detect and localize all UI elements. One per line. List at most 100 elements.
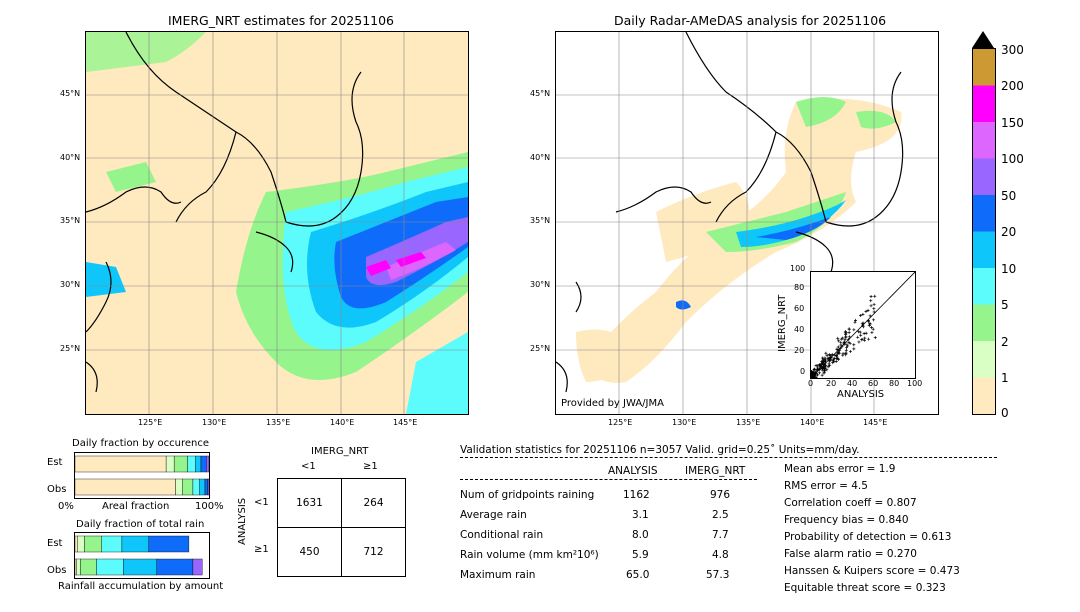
scatter-xtick-100: 100 <box>907 379 923 388</box>
scatter-point <box>847 331 851 335</box>
total-rain-est-label: Est <box>47 538 63 549</box>
stat-analysis-conditional: 8.0 <box>632 529 649 541</box>
total-rain-obs-label: Obs <box>47 565 67 576</box>
scatter-point <box>854 318 858 322</box>
colorbar-segment-7 <box>973 122 995 159</box>
map-credit: Provided by JWA/JMA <box>561 398 664 409</box>
scatter-point <box>837 339 841 343</box>
scatter-point <box>872 307 876 311</box>
contingency-table: 1631 264 450 712 <box>277 478 406 577</box>
cbar-label-150: 150 <box>1001 116 1024 130</box>
scatter-point <box>864 331 868 335</box>
scatter-plot <box>809 271 916 380</box>
scatter-point <box>812 374 816 378</box>
colorbar-segment-5 <box>973 195 995 232</box>
scatter-point <box>860 322 864 326</box>
left-lon-125: 125°E <box>138 418 163 427</box>
scatter-point <box>852 347 856 351</box>
scatter-point <box>813 371 817 375</box>
scatter-point <box>845 331 849 335</box>
tot-svg-row1-seg6 <box>192 558 203 576</box>
occurrence-est-label: Est <box>47 457 63 468</box>
occurrence-obs-label: Obs <box>47 484 67 495</box>
scatter-point <box>809 370 813 374</box>
scatter-point <box>836 345 840 349</box>
scatter-xtick-0: 0 <box>808 379 814 388</box>
occ-svg-row0-seg4 <box>195 455 202 473</box>
total-rain-bars <box>74 535 203 576</box>
cbar-label-20: 20 <box>1001 225 1017 239</box>
left-lat-40: 40°N <box>60 153 81 162</box>
scatter-point <box>839 343 843 347</box>
scatter-point <box>838 346 842 350</box>
left-lat-45: 45°N <box>60 89 81 98</box>
colorbar-segment-0 <box>973 377 995 414</box>
tot-svg-row1-seg5 <box>156 558 194 576</box>
left-map-field <box>86 32 468 414</box>
right-lon-135: 135°E <box>736 418 761 427</box>
occ-svg-row1-seg3 <box>192 478 200 496</box>
tot-svg-row0-seg1 <box>77 535 85 553</box>
cbar-label-200: 200 <box>1001 79 1024 93</box>
cbar-label-1: 1 <box>1001 371 1009 385</box>
contingency-cell-hit-none: 1631 <box>277 478 342 528</box>
colorbar-segment-9 <box>973 49 995 86</box>
scatter-point <box>824 351 828 355</box>
right-map-title: Daily Radar-AMeDAS analysis for 20251106 <box>614 13 887 28</box>
scatter-point <box>847 335 851 339</box>
colorbar-segment-1 <box>973 341 995 378</box>
scatter-ylabel: IMERG_NRT <box>777 294 788 352</box>
scatter-point <box>826 356 830 360</box>
right-lat-45: 45°N <box>530 89 551 98</box>
scatter-point <box>860 337 864 341</box>
scatter-point <box>868 314 872 318</box>
occ-svg-row1-seg0 <box>74 478 176 496</box>
occ-svg-row0-seg0 <box>74 455 167 473</box>
scatter-point <box>815 373 819 377</box>
scatter-point <box>872 302 876 306</box>
validation-table-divider <box>460 479 757 480</box>
scatter-point <box>870 326 874 330</box>
right-lon-125: 125°E <box>608 418 633 427</box>
stat-label-average: Average rain <box>460 509 527 521</box>
occurrence-chart <box>74 452 210 499</box>
scatter-point <box>868 322 872 326</box>
scatter-point <box>869 295 873 299</box>
colorbar-extend-arrow <box>972 31 994 48</box>
total-rain-chart <box>74 532 210 579</box>
scatter-point <box>844 351 848 355</box>
scatter-ytick-100: 100 <box>790 264 806 273</box>
occurrence-axis-left: 0% <box>58 501 74 512</box>
scatter-point <box>871 318 875 322</box>
scatter-point <box>861 325 865 329</box>
tot-svg-row1-seg4 <box>123 558 157 576</box>
scatter-xlabel: ANALYSIS <box>837 389 885 400</box>
scatter-point <box>863 336 867 340</box>
scatter-xtick-40: 40 <box>847 379 858 388</box>
scatter-point <box>839 337 843 341</box>
scatter-point <box>858 330 862 334</box>
scatter-point <box>856 330 860 334</box>
right-lon-145: 145°E <box>863 418 888 427</box>
scatter-point <box>823 360 827 364</box>
occ-svg-row0-seg5 <box>200 455 207 473</box>
tot-svg-row1-seg0 <box>74 558 77 576</box>
occ-svg-row0-seg6 <box>206 455 210 473</box>
right-map-field <box>556 32 938 414</box>
scatter-point <box>828 364 832 368</box>
scatter-xtick-80: 80 <box>889 379 900 388</box>
colorbar-segment-3 <box>973 268 995 305</box>
scatter-point <box>862 332 866 336</box>
scatter-point <box>817 363 821 367</box>
scatter-ytick-60: 60 <box>794 304 805 313</box>
scatter-point <box>825 354 829 358</box>
colorbar-segment-2 <box>973 304 995 341</box>
colorbar-segments <box>973 49 995 414</box>
tot-svg-row1-seg3 <box>96 558 124 576</box>
cbar-label-10: 10 <box>1001 262 1017 276</box>
stat-imerg-conditional: 7.7 <box>712 529 729 541</box>
scatter-point <box>836 348 840 352</box>
contingency-col-lt1: <1 <box>301 461 316 472</box>
scatter-point <box>867 337 871 341</box>
contingency-cell-hit: 712 <box>341 527 406 577</box>
